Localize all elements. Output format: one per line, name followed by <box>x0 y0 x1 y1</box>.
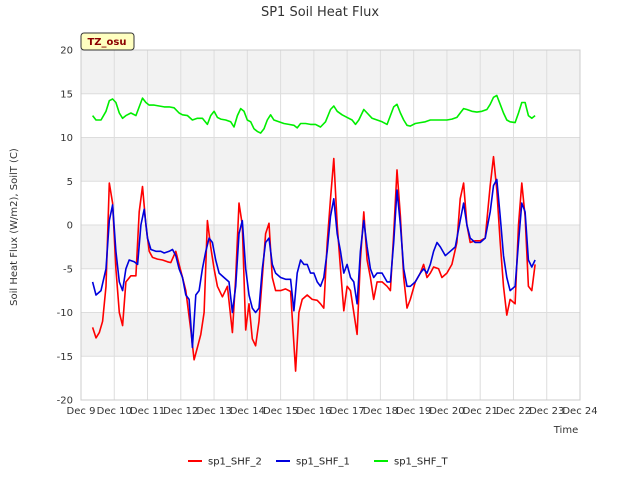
y-tick-label: 15 <box>60 89 73 100</box>
plot-band <box>81 356 580 400</box>
plot-band <box>81 268 580 313</box>
plot-band <box>81 225 580 269</box>
x-tick-label: Dec 20 <box>429 406 464 417</box>
x-tick-label: Dec 21 <box>463 406 498 417</box>
plot-band <box>81 50 580 94</box>
y-tick-label: 5 <box>67 177 73 188</box>
y-axis-title: Soil Heat Flux (W/m2), SoilT (C) <box>9 148 20 306</box>
x-tick-label: Dec 23 <box>529 406 564 417</box>
series-layer <box>91 94 536 372</box>
x-tick-label: Dec 24 <box>562 406 597 417</box>
timezone-badge: TZ_osu <box>80 32 135 51</box>
series-line-sp1_SHF_1 <box>91 178 536 349</box>
x-tick-label: Dec 16 <box>296 406 331 417</box>
plot-band <box>81 137 580 182</box>
x-tick-label: Dec 11 <box>130 406 165 417</box>
y-tick-label: -10 <box>57 308 73 319</box>
y-tick-label: 0 <box>67 221 73 232</box>
legend-label-sp1_SHF_1: sp1_SHF_1 <box>296 457 350 468</box>
y-tick-label: -15 <box>57 352 73 363</box>
plot-band <box>81 93 580 138</box>
plot-frame <box>80 49 581 401</box>
series-line-sp1_SHF_2 <box>91 155 536 372</box>
plot-band <box>81 312 580 357</box>
y-tick-label: 20 <box>60 46 73 57</box>
x-axis-title: Time <box>553 425 578 436</box>
series-line-sp1_SHF_T <box>91 94 536 134</box>
legend-label-sp1_SHF_T: sp1_SHF_T <box>394 457 449 468</box>
chart-title: SP1 Soil Heat Flux <box>261 5 379 20</box>
x-tick-label: Dec 15 <box>263 406 298 417</box>
legend: sp1_SHF_2 sp1_SHF_1 sp1_SHF_T <box>188 457 449 468</box>
x-tick-label: Dec 9 <box>67 406 96 417</box>
x-tick-label: Dec 19 <box>396 406 431 417</box>
x-tick-label: Dec 14 <box>230 406 265 417</box>
legend-label-sp1_SHF_2: sp1_SHF_2 <box>208 457 262 468</box>
x-tick-label: Dec 22 <box>496 406 531 417</box>
x-tick-label: Dec 18 <box>363 406 398 417</box>
timezone-badge-label: TZ_osu <box>87 37 126 48</box>
x-tick-label: Dec 17 <box>330 406 365 417</box>
x-tick-label: Dec 13 <box>196 406 231 417</box>
x-tick-label: Dec 10 <box>97 406 132 417</box>
y-tick-labels: -20 -15 -10 -5 0 5 10 15 20 <box>57 46 73 407</box>
y-tick-label: -20 <box>57 396 73 407</box>
y-tick-label: 10 <box>60 133 73 144</box>
y-tick-label: -5 <box>63 264 73 275</box>
x-tick-label: Dec 12 <box>163 406 198 417</box>
